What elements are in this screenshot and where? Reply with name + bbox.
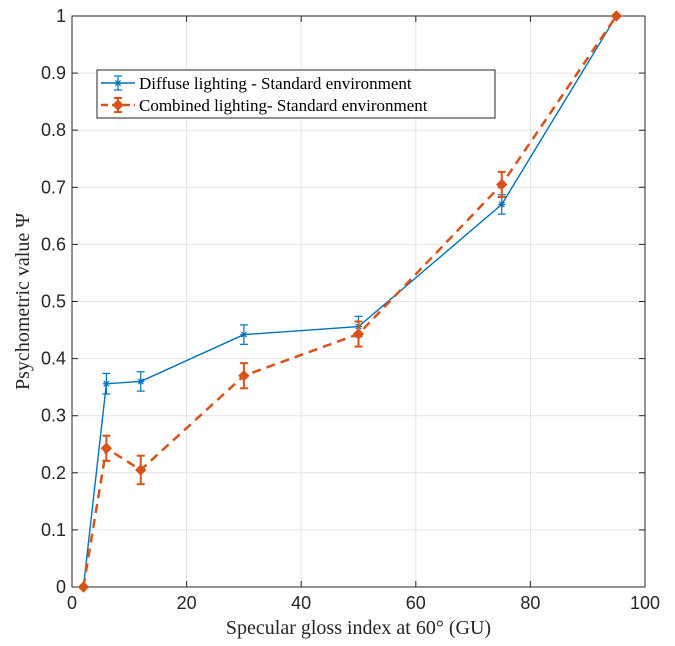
data-point	[610, 10, 623, 22]
x-tick-label: 100	[630, 593, 660, 613]
y-tick-label: 0.3	[41, 406, 66, 426]
y-tick-label: 0.9	[41, 63, 66, 83]
x-tick-label: 0	[67, 593, 77, 613]
y-tick-label: 0.4	[41, 349, 66, 369]
legend-box	[96, 69, 496, 119]
x-tick-label: 20	[177, 593, 197, 613]
y-tick-label: 0.1	[41, 520, 66, 540]
data-point	[352, 328, 365, 340]
x-axis-label: Specular gloss index at 60° (GU)	[226, 617, 491, 639]
y-tick-label: 0.8	[41, 120, 66, 140]
legend-marker	[114, 79, 122, 87]
legend-entry: Diffuse lighting - Standard environment	[101, 74, 412, 93]
data-point	[498, 200, 506, 208]
data-point	[135, 464, 147, 476]
x-tick-label: 40	[291, 593, 311, 613]
x-tick-label: 60	[406, 593, 426, 613]
legend-label: Diffuse lighting - Standard environment	[139, 74, 412, 93]
data-point	[240, 331, 248, 339]
legend-label: Combined lighting- Standard environment	[139, 96, 428, 115]
y-tick-label: 0	[56, 577, 66, 597]
axis-ticks: 0 20 40 60 80 100 0 0.1 0.2 0.3 0.4 0.5 0.6 0.7 0.8 0.9…	[41, 6, 660, 613]
x-tick-label: 80	[520, 593, 540, 613]
data-point	[100, 442, 113, 454]
series-2	[77, 10, 623, 593]
y-tick-label: 0.5	[41, 292, 66, 312]
data-point	[137, 377, 145, 385]
data-point	[102, 380, 110, 388]
legend-entry: Combined lighting- Standard environment	[101, 96, 428, 115]
y-axis-label: Psychometric value Ψ	[12, 213, 34, 390]
data-point	[496, 178, 508, 191]
y-tick-label: 0.2	[41, 463, 66, 483]
y-tick-label: 0.6	[41, 234, 66, 254]
data-series	[77, 10, 623, 593]
data-point	[77, 581, 90, 593]
legend: Diffuse lighting - Standard environment C…	[96, 69, 496, 119]
y-tick-label: 0.7	[41, 177, 66, 197]
legend-marker	[112, 99, 124, 111]
y-tick-label: 1	[56, 6, 66, 26]
data-point	[238, 370, 250, 382]
